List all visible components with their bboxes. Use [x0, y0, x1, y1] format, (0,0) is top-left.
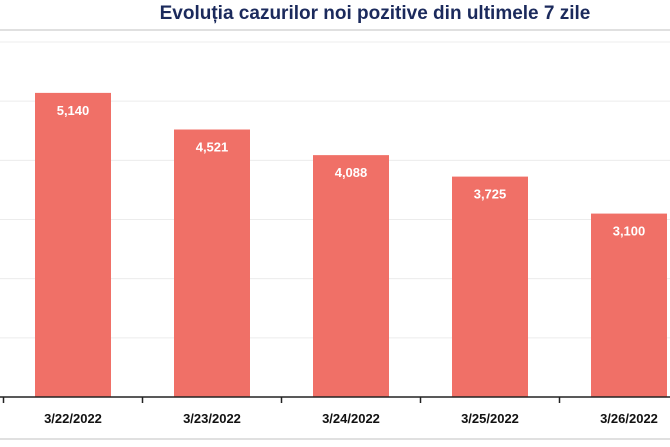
x-tick-label: 3/25/2022: [461, 411, 519, 426]
data-label: 4,088: [335, 165, 368, 180]
bar: [35, 92, 111, 397]
bar: [174, 129, 250, 397]
data-label: 3,725: [474, 187, 507, 202]
bar: [591, 213, 667, 397]
x-tick-label: 3/24/2022: [322, 411, 380, 426]
bar: [313, 155, 389, 397]
data-label: 3,100: [613, 224, 646, 239]
x-tick-label: 3/26/2022: [600, 411, 658, 426]
chart-title: Evoluția cazurilor noi pozitive din ulti…: [159, 3, 591, 24]
data-label: 5,140: [57, 103, 90, 118]
bar: [452, 176, 528, 397]
x-tick-label: 3/22/2022: [44, 411, 102, 426]
data-label: 4,521: [196, 140, 229, 155]
x-tick-label: 3/23/2022: [183, 411, 241, 426]
